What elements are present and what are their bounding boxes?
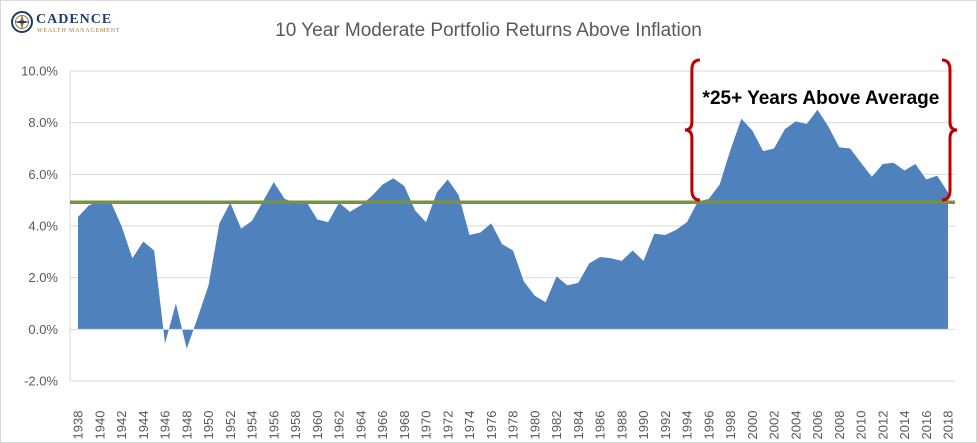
- x-tick-label: 1968: [397, 411, 412, 440]
- x-tick-label: 2006: [810, 411, 825, 440]
- x-tick-label: 2002: [767, 411, 782, 440]
- y-tick-label: 0.0%: [28, 322, 58, 337]
- x-tick-label: 1966: [375, 411, 390, 440]
- x-tick-label: 1978: [506, 411, 521, 440]
- y-tick-label: 10.0%: [21, 64, 58, 79]
- x-tick-label: 1992: [658, 411, 673, 440]
- x-tick-label: 1988: [614, 411, 629, 440]
- x-tick-label: 1960: [310, 411, 325, 440]
- x-tick-label: 2014: [897, 411, 912, 440]
- right-brace: [941, 58, 958, 202]
- logo-name: CADENCE: [36, 12, 113, 27]
- x-tick-label: 1952: [223, 411, 238, 440]
- x-tick-label: 1990: [636, 411, 651, 440]
- x-tick-label: 1980: [527, 411, 542, 440]
- x-tick-label: 1972: [440, 411, 455, 440]
- y-tick-label: 6.0%: [28, 167, 58, 182]
- x-tick-label: 1958: [288, 411, 303, 440]
- x-tick-label: 2000: [745, 411, 760, 440]
- x-tick-label: 1994: [680, 411, 695, 440]
- x-tick-label: 2012: [875, 411, 890, 440]
- compass-icon: [11, 11, 33, 33]
- left-brace: [684, 58, 700, 202]
- x-tick-label: 1938: [71, 411, 86, 440]
- x-tick-label: 1976: [484, 411, 499, 440]
- x-tick-label: 2008: [832, 411, 847, 440]
- x-tick-label: 2016: [919, 411, 934, 440]
- y-tick-label: 4.0%: [28, 219, 58, 234]
- annotation-text: *25+ Years Above Average: [703, 88, 940, 109]
- x-tick-label: 1984: [571, 411, 586, 440]
- x-tick-label: 1946: [158, 411, 173, 440]
- x-tick-label: 2018: [941, 411, 956, 440]
- y-tick-label: 8.0%: [28, 115, 58, 130]
- x-tick-label: 1982: [549, 411, 564, 440]
- x-tick-label: 1986: [593, 411, 608, 440]
- x-tick-label: 1970: [419, 411, 434, 440]
- company-logo: CADENCE WEALTH MANAGEMENT: [10, 10, 130, 40]
- x-tick-label: 1944: [136, 411, 151, 440]
- x-tick-label: 2004: [788, 411, 803, 440]
- x-tick-label: 1974: [462, 411, 477, 440]
- x-tick-label: 1956: [266, 411, 281, 440]
- y-tick-label: -2.0%: [24, 374, 58, 389]
- x-tick-label: 2010: [854, 411, 869, 440]
- x-tick-label: 1998: [723, 411, 738, 440]
- x-tick-label: 1942: [114, 411, 129, 440]
- x-tick-label: 1940: [92, 411, 107, 440]
- logo-subtitle: WEALTH MANAGEMENT: [37, 28, 121, 34]
- area-series: [78, 109, 948, 349]
- x-tick-label: 1948: [179, 411, 194, 440]
- x-tick-label: 1964: [353, 411, 368, 440]
- chart-title: 10 Year Moderate Portfolio Returns Above…: [275, 20, 702, 41]
- x-tick-label: 1962: [332, 411, 347, 440]
- x-tick-label: 1950: [201, 411, 216, 440]
- x-tick-label: 1996: [701, 411, 716, 440]
- x-tick-label: 1954: [245, 411, 260, 440]
- y-tick-label: 2.0%: [28, 270, 58, 285]
